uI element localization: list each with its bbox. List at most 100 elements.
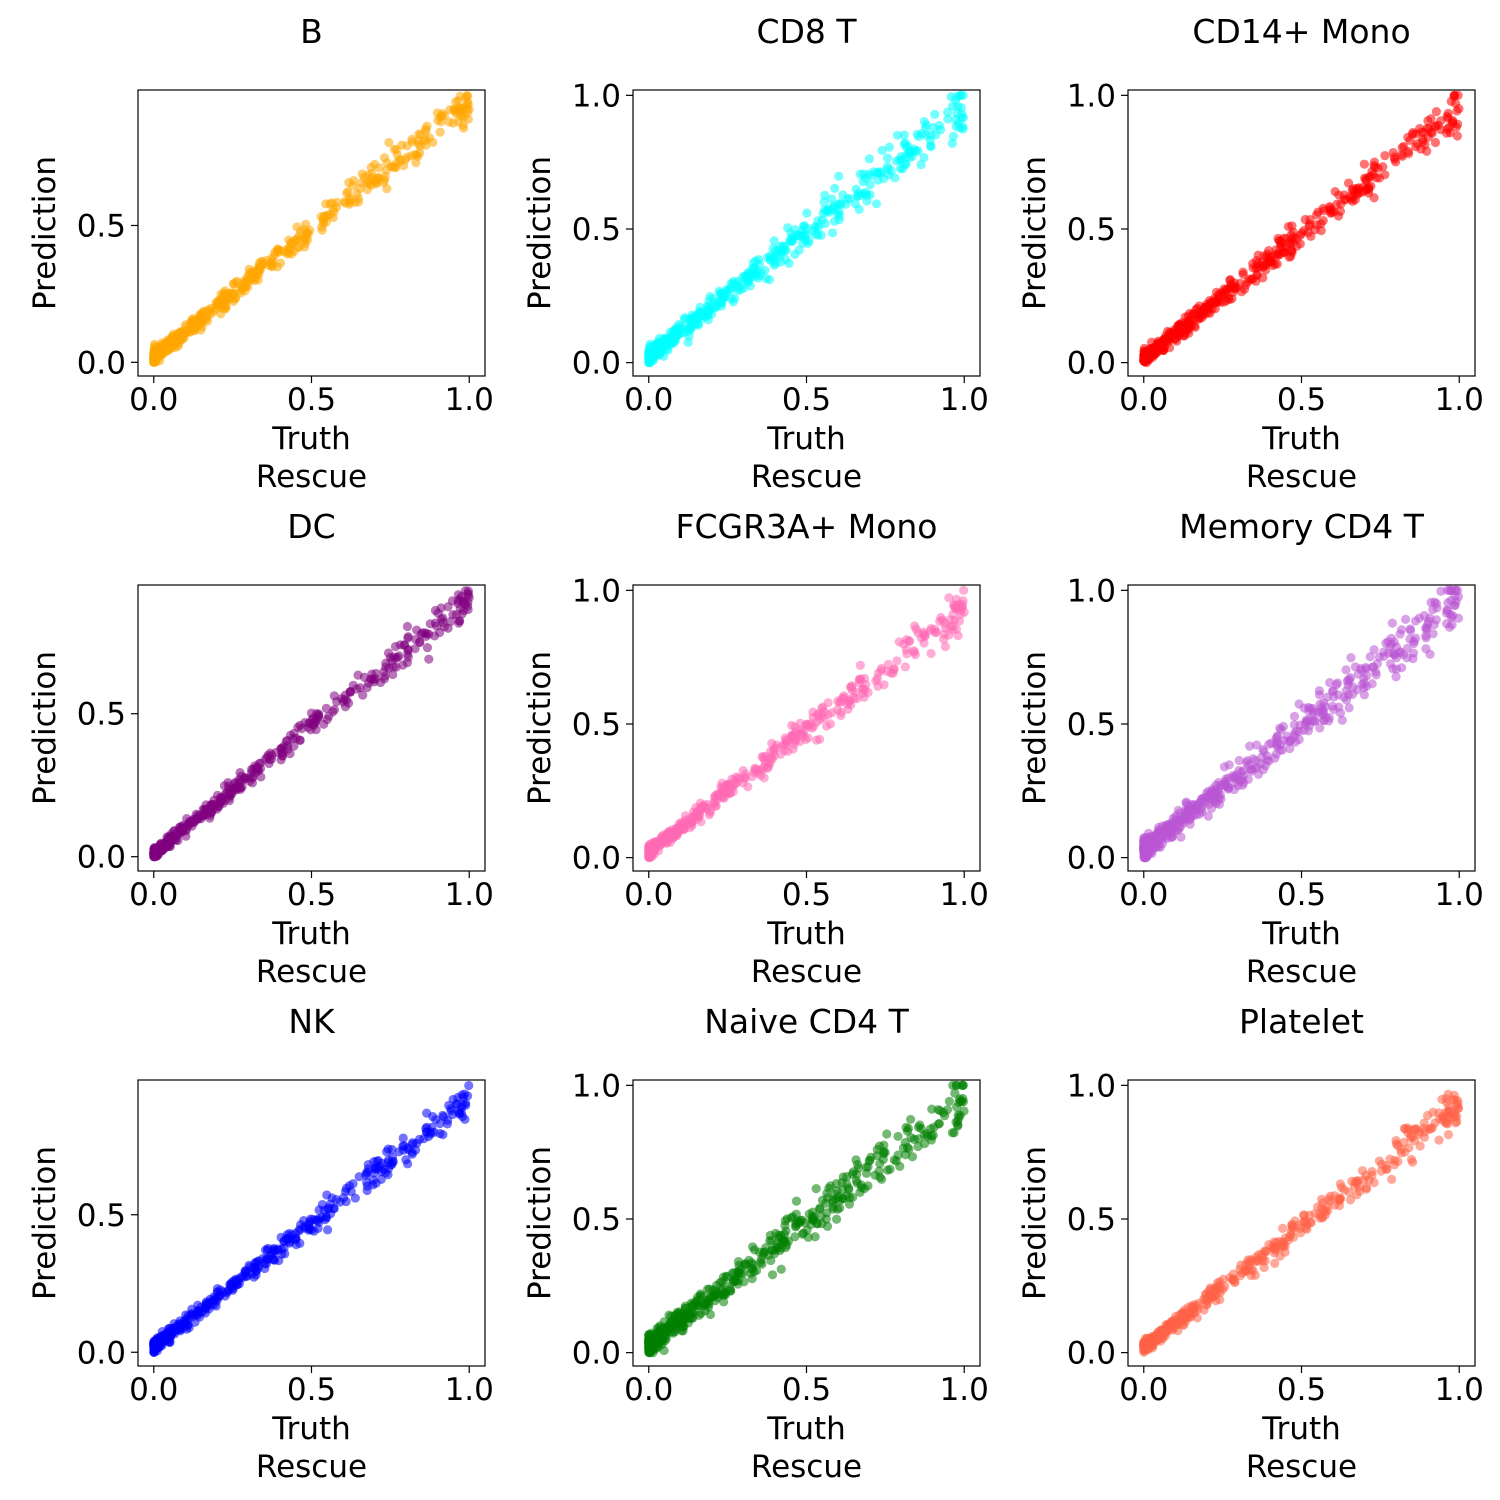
scatter-point	[738, 778, 748, 788]
y-tick-label: 0.0	[572, 1336, 621, 1372]
scatter-point	[691, 810, 701, 821]
scatter-point	[256, 772, 266, 782]
scatter-point	[453, 590, 464, 600]
scatter-point	[1416, 144, 1426, 154]
scatter-point	[833, 696, 843, 706]
scatter-point	[1288, 1232, 1298, 1242]
y-tick-label: 0.5	[572, 1202, 621, 1238]
scatter-point	[958, 122, 968, 132]
scatter-point	[263, 750, 273, 760]
scatter-point	[1230, 1276, 1240, 1286]
scatter-point	[1297, 228, 1307, 238]
x-tick-label: 0.5	[1277, 877, 1326, 913]
y-tick-label: 0.0	[1067, 346, 1116, 382]
scatter-point	[944, 593, 954, 603]
x-tick-label: 1.0	[1435, 382, 1484, 418]
scatter-point	[768, 243, 778, 254]
scatter-point	[1331, 679, 1341, 690]
scatter-point	[359, 672, 369, 682]
scatter-point	[899, 130, 909, 140]
scatter-point	[883, 659, 893, 670]
scatter-point	[850, 199, 860, 209]
scatter-point	[1418, 128, 1429, 138]
scatter-point	[1259, 251, 1269, 261]
scatter-point	[832, 1186, 842, 1196]
x-tick-label: 1.0	[445, 382, 494, 418]
scatter-point	[329, 691, 339, 701]
x-axis-label: Truth	[1261, 421, 1341, 457]
scatter-point	[798, 238, 808, 248]
scatter-point	[181, 826, 191, 836]
scatter-point	[193, 810, 203, 820]
scatter-point	[661, 1331, 671, 1341]
scatter-point	[1284, 252, 1294, 262]
scatter-point	[678, 1326, 688, 1336]
scatter-point	[958, 113, 968, 123]
point-series	[644, 1080, 969, 1358]
scatter-point	[926, 141, 936, 151]
scatter-point	[882, 162, 893, 172]
scatter-point	[402, 621, 413, 632]
scatter-point	[769, 236, 779, 246]
scatter-point	[776, 1264, 786, 1274]
scatter-point	[861, 1168, 872, 1178]
scatter-point	[1168, 820, 1178, 830]
scatter-point	[668, 327, 678, 337]
scatter-point	[1430, 137, 1441, 148]
scatter-point	[859, 673, 870, 684]
scatter-point	[1158, 1326, 1169, 1337]
scatter-point	[399, 640, 409, 650]
scatter-point	[865, 180, 875, 190]
scatter-point	[1237, 1268, 1247, 1278]
y-tick-label: 0.5	[77, 208, 126, 244]
scatter-point	[1401, 614, 1411, 625]
scatter-point	[1285, 239, 1295, 249]
scatter-point	[775, 1245, 785, 1256]
scatter-point	[1378, 162, 1388, 172]
scatter-point	[205, 306, 215, 317]
y-tick-label: 1.0	[572, 573, 621, 609]
panel-title: FCGR3A+ Mono	[675, 507, 937, 546]
scatter-point	[407, 1147, 417, 1158]
scatter-point	[447, 1109, 458, 1120]
scatter-point	[947, 138, 957, 148]
x-tick-label: 0.5	[287, 877, 336, 913]
scatter-point	[944, 1096, 954, 1106]
scatter-point	[414, 1134, 425, 1144]
scatter-point	[959, 1106, 969, 1116]
x-axis-sublabel: Rescue	[256, 1449, 367, 1485]
scatter-point	[811, 1184, 821, 1194]
scatter-point	[188, 319, 198, 329]
scatter-point	[795, 725, 806, 735]
scatter-point	[240, 1268, 250, 1278]
scatter-point	[957, 599, 968, 610]
scatter-point	[948, 131, 959, 141]
y-tick-label: 0.0	[1067, 1336, 1116, 1372]
scatter-point	[328, 204, 338, 214]
scatter-point	[790, 249, 800, 259]
scatter-point	[878, 1154, 888, 1165]
x-axis-label: Truth	[271, 421, 351, 457]
y-axis-label: Prediction	[1017, 156, 1053, 310]
scatter-point	[1219, 762, 1230, 772]
x-tick-label: 0.5	[782, 877, 831, 913]
scatter-point	[747, 1263, 758, 1273]
scatter-point	[762, 763, 773, 773]
scatter-point	[649, 841, 659, 851]
scatter-point	[426, 1129, 436, 1139]
scatter-point	[1272, 251, 1283, 261]
panel-title: Platelet	[1239, 1002, 1364, 1041]
scatter-point	[391, 145, 401, 155]
scatter-point	[649, 345, 659, 355]
y-axis-label: Prediction	[27, 1146, 63, 1300]
y-axis-label: Prediction	[27, 156, 63, 310]
scatter-point	[353, 197, 364, 207]
x-axis-sublabel: Rescue	[1246, 954, 1357, 990]
scatter-point	[1189, 1300, 1199, 1310]
scatter-point	[1344, 676, 1354, 686]
y-tick-label: 0.0	[572, 346, 621, 382]
scatter-point	[926, 1124, 936, 1134]
scatter-point	[879, 1140, 889, 1150]
x-tick-label: 1.0	[1435, 877, 1484, 913]
x-axis-label: Truth	[271, 1411, 351, 1447]
